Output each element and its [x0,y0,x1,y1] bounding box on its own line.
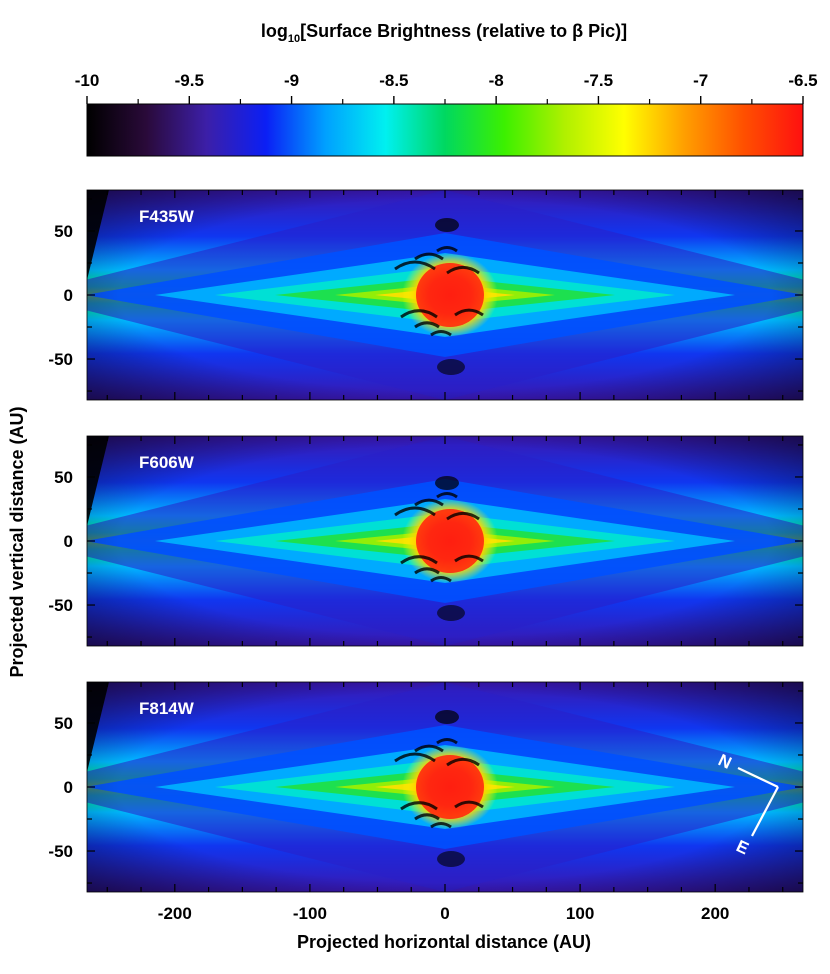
colorbar-tick-labels: -10 -9.5 -9 -8.5 -8 -7.5 -7 -6.5 [75,71,818,90]
colorbar-tick-label: -10 [75,71,100,90]
colorbar-title-prefix: log [261,21,288,41]
colorbar-tick-marks [86,96,804,104]
colorbar-tick-label: -9.5 [175,71,204,90]
colorbar-tick-label: -7.5 [584,71,613,90]
y-tick-label: -50 [48,842,73,861]
y-tick-label: 0 [64,532,73,551]
y-tick-label: 0 [64,286,73,305]
x-axis-title: Projected horizontal distance (AU) [297,932,591,952]
x-tick-labels: -200 -100 0 100 200 [158,904,730,923]
heatmap-panels: F435W F606W F814W [86,189,804,893]
colorbar-tick-label: -8.5 [379,71,408,90]
y-tick-label: 50 [54,468,73,487]
colorbar [86,103,804,157]
colorbar-title-suffix: [Surface Brightness (relative to β Pic)] [300,21,627,41]
compass-north-arm [737,767,779,788]
colorbar-tick-label: -8 [489,71,504,90]
heatmap-panel: F606W [86,435,804,647]
colorbar-title-sub: 10 [288,33,300,45]
panel-label: F814W [139,699,195,718]
y-tick-label: -50 [48,596,73,615]
panel-label: F435W [139,207,195,226]
y-axis-title: Projected vertical distance (AU) [7,406,27,677]
panel-vignette [87,436,803,646]
panel-label: F606W [139,453,195,472]
x-tick-label: 0 [440,904,449,923]
panel-vignette [87,682,803,892]
y-tick-label: 0 [64,778,73,797]
x-tick-label: -200 [158,904,192,923]
heatmap-panel: F435W [86,189,804,401]
x-tick-label: -100 [293,904,327,923]
compass [737,767,779,837]
colorbar-tick-label: -7 [693,71,708,90]
compass-east-arm [751,786,779,837]
colorbar-title: log10[Surface Brightness (relative to β … [261,21,627,45]
panel-vignette [87,190,803,400]
y-tick-label: 50 [54,222,73,241]
x-tick-label: 100 [566,904,594,923]
x-tick-label: 200 [701,904,729,923]
y-tick-label: 50 [54,714,73,733]
y-tick-labels: -50 0 50 -50 0 50 -50 0 50 [48,222,73,861]
colorbar-tick-label: -9 [284,71,299,90]
y-tick-label: -50 [48,350,73,369]
colorbar-tick-label: -6.5 [788,71,817,90]
heatmap-panel: F814W [86,681,804,893]
